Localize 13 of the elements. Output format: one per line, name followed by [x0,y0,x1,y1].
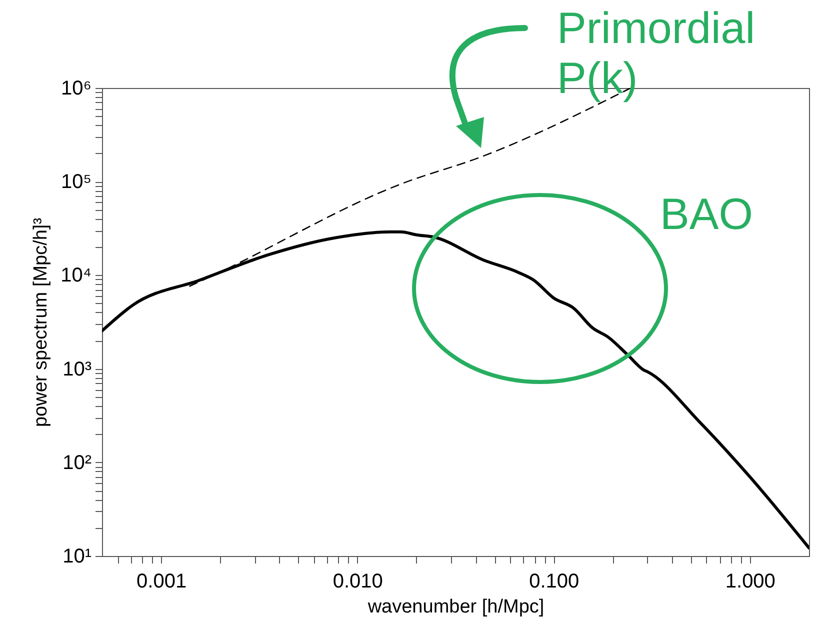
y-tick-label: 10¹ [62,546,92,568]
x-axis-title: wavenumber [h/Mpc] [366,596,544,618]
x-tick-label: 0.010 [332,570,383,592]
y-tick-label: 10⁶ [61,78,92,100]
annotation: BAO [660,190,753,240]
y-tick-label: 10² [62,452,92,474]
y-tick-label: 10³ [62,358,92,380]
y-tick-label: 10⁵ [60,171,92,194]
x-tick-label: 0.100 [529,570,580,592]
y-tick-label: 10⁴ [60,264,92,287]
x-tick-label: 0.001 [136,570,187,592]
x-tick-label: 1.000 [725,570,776,592]
y-axis-title: power spectrum [Mpc/h]³ [30,218,52,428]
